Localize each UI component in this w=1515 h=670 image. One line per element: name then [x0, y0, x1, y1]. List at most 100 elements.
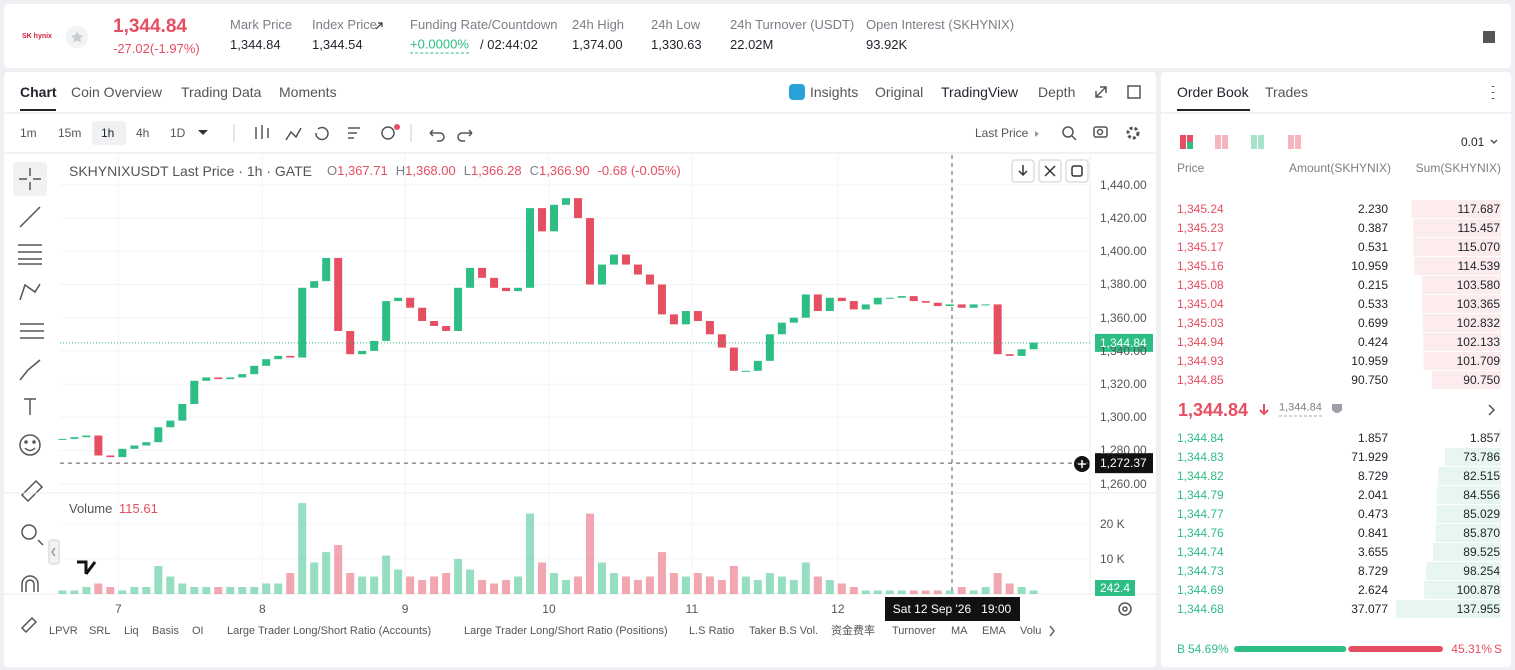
volume-last-tag	[1095, 580, 1135, 596]
indicator[interactable]: Large Trader Long/Short Ratio (Positions…	[464, 625, 668, 637]
indicator[interactable]: EMA	[982, 625, 1006, 637]
depth-bar	[1413, 238, 1501, 256]
indicator[interactable]: OI	[192, 625, 204, 637]
candle	[765, 334, 774, 361]
y-tick-label: 1,400.00	[1100, 244, 1147, 259]
volume-bar	[394, 569, 403, 594]
ob-header: Price	[1177, 161, 1205, 175]
volume-bar	[250, 587, 259, 594]
indicator[interactable]: 资金费率	[831, 625, 875, 637]
ob-tab[interactable]: Order Book	[1177, 84, 1249, 100]
candle	[705, 321, 714, 335]
y-tick-label: 1,420.00	[1100, 211, 1147, 226]
volume-bar	[981, 587, 990, 594]
chart-tab[interactable]: Chart	[20, 84, 57, 100]
y-tick-label: 1,360.00	[1100, 310, 1147, 325]
ob-price: 1,345.16	[1177, 259, 1224, 273]
y-tick-label: 1,440.00	[1100, 177, 1147, 192]
candle	[741, 370, 750, 372]
candle	[274, 355, 283, 360]
volume-bar	[969, 590, 978, 594]
precision[interactable]: 0.01	[1461, 135, 1485, 149]
interval[interactable]: 1m	[20, 126, 37, 140]
stat-label: 24h Low	[651, 17, 701, 32]
indicator[interactable]: Large Trader Long/Short Ratio (Accounts)	[227, 625, 432, 637]
ob-amount: 10.959	[1351, 259, 1388, 273]
candle	[621, 254, 630, 265]
volume-bar	[729, 566, 738, 594]
interval[interactable]: 1h	[101, 126, 115, 140]
volume-bar	[298, 503, 307, 594]
indicator[interactable]: Liq	[124, 625, 139, 637]
candle	[454, 287, 463, 331]
indicator[interactable]: Taker B.S Vol.	[749, 625, 819, 637]
volume-bar	[262, 583, 271, 594]
sell-label: S	[1494, 642, 1503, 656]
ob-sum: 115.070	[1457, 240, 1501, 254]
chart-tab[interactable]: Trading Data	[181, 84, 262, 100]
candle	[418, 307, 427, 322]
chart-tab[interactable]: Coin Overview	[71, 84, 163, 100]
volume-bar	[286, 573, 295, 594]
last-price-tag-text: 1,344.84	[1100, 335, 1147, 350]
sell-ratio: 45.31%	[1451, 642, 1492, 656]
candle	[166, 420, 175, 428]
ob-tab[interactable]: Trades	[1265, 84, 1309, 100]
candle	[921, 301, 930, 303]
indicator[interactable]: Turnover	[892, 625, 936, 637]
crosshair-price-tag	[1095, 453, 1153, 474]
ob-sum: 137.955	[1456, 602, 1500, 616]
ob-sum: 102.832	[1456, 316, 1500, 330]
candle	[358, 350, 367, 355]
volume-bar	[633, 580, 642, 594]
indicator[interactable]: LPVR	[49, 625, 78, 637]
volume-bar	[849, 587, 858, 594]
candle	[94, 435, 103, 456]
stat-value: +0.0000%	[410, 36, 469, 54]
volume-bar	[478, 580, 487, 594]
ob-amount: 0.387	[1357, 221, 1388, 235]
ohlc-v: 1,366.90	[538, 163, 590, 178]
volume-bar	[1017, 587, 1026, 594]
volume-bar	[705, 576, 714, 594]
ohlc-k: C	[529, 163, 539, 178]
ob-amount: 71.929	[1351, 450, 1388, 464]
candle	[70, 437, 79, 439]
ob-price: 1,345.04	[1177, 297, 1224, 311]
candle	[490, 277, 499, 288]
candle	[753, 360, 762, 371]
interval[interactable]: 15m	[58, 126, 82, 140]
view-tab[interactable]: TradingView	[941, 84, 1019, 100]
ob-amount: 0.215	[1357, 278, 1388, 292]
stat-value: 1,344.84	[230, 37, 281, 52]
interval[interactable]: 1D	[170, 126, 186, 140]
view-tab[interactable]: Insights	[810, 84, 859, 100]
crosshair-time-tag	[885, 597, 1020, 621]
ob-price: 1,344.73	[1177, 564, 1224, 578]
volume-bar	[406, 576, 415, 594]
indicator[interactable]: MA	[951, 625, 968, 637]
ob-amount: 2.230	[1357, 202, 1388, 216]
depth-bar	[1444, 448, 1501, 466]
price-type[interactable]: Last Price	[975, 126, 1029, 140]
chart-tab[interactable]: Moments	[279, 84, 337, 100]
indicator[interactable]: SRL	[89, 625, 111, 637]
volume-bar	[669, 573, 678, 594]
view-tab[interactable]: Original	[875, 84, 924, 100]
indicator[interactable]: Basis	[152, 625, 179, 637]
header-panel	[4, 4, 1511, 68]
interval[interactable]: 4h	[136, 126, 150, 140]
ob-mark-price: 1,344.84	[1279, 400, 1322, 417]
indicator[interactable]: Volu	[1020, 625, 1042, 637]
view-tab[interactable]: Depth	[1038, 84, 1076, 100]
volume-tick-label: 10 K	[1100, 552, 1125, 567]
candle	[873, 297, 882, 305]
ob-price: 1,344.84	[1177, 431, 1224, 445]
volume-tick-label: 20 K	[1100, 517, 1125, 532]
candle	[945, 304, 954, 307]
volume-bar	[657, 552, 666, 594]
stat-value: 1,374.00	[572, 37, 623, 52]
y-tick-label: 1,300.00	[1100, 410, 1147, 425]
indicator[interactable]: L.S Ratio	[689, 625, 735, 637]
